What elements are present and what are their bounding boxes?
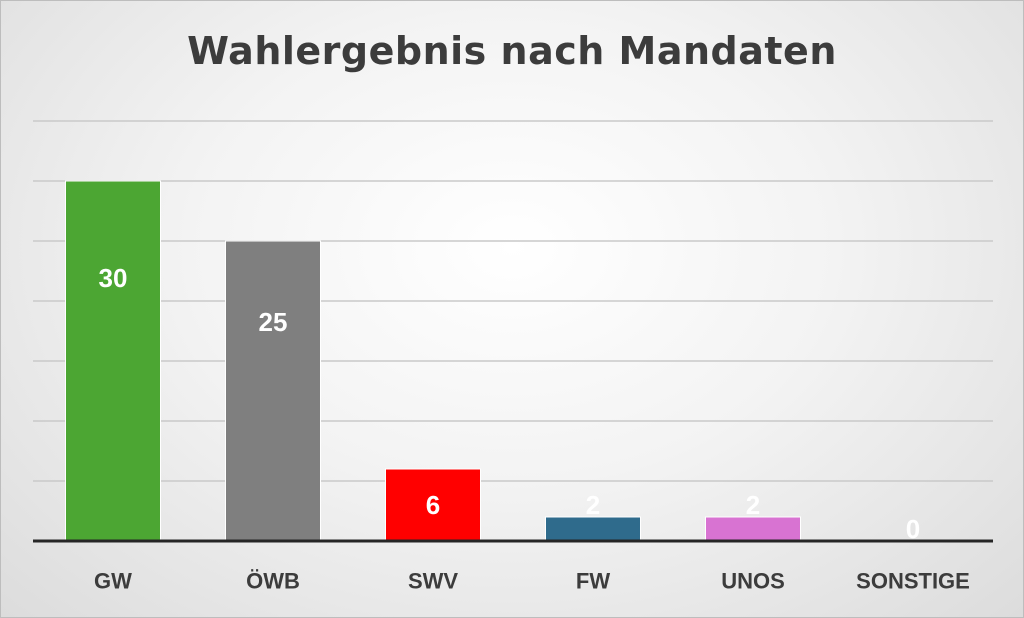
category-label-öwb: ÖWB [246,569,300,594]
category-labels: GW ÖWB SWV FW UNOS SONSTIGE [94,569,970,594]
category-label-gw: GW [94,569,132,594]
data-label-öwb: 25 [259,307,288,337]
category-label-unos: UNOS [721,569,785,594]
gridlines [33,120,993,482]
category-label-swv: SWV [408,569,458,594]
bar-fw [545,516,641,542]
chart-title: Wahlergebnis nach Mandaten [187,29,837,73]
data-label-fw: 2 [586,490,600,520]
data-label-swv: 6 [426,490,440,520]
bar-öwb [225,240,321,542]
data-label-sonstige: 0 [906,514,920,544]
data-label-gw: 30 [99,263,128,293]
data-label-unos: 2 [746,490,760,520]
bar-gw [65,180,161,542]
category-label-sonstige: SONSTIGE [856,569,970,594]
bar-unos [705,516,801,542]
category-label-fw: FW [576,569,610,594]
data-labels: 30 25 6 2 2 0 [99,263,921,544]
